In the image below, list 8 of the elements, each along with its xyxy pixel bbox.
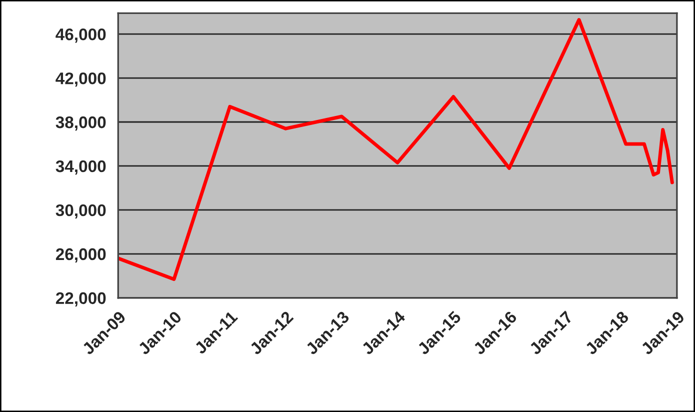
y-tick-label: 42,000 [56,72,106,87]
y-tick-label: 30,000 [56,204,106,219]
y-tick-label: 34,000 [56,160,106,175]
y-tick-label: 22,000 [56,292,106,306]
y-tick-label: 46,000 [56,28,106,43]
y-tick-label: 38,000 [56,116,106,131]
line-series [118,18,674,281]
y-tick-label: 26,000 [56,248,106,263]
